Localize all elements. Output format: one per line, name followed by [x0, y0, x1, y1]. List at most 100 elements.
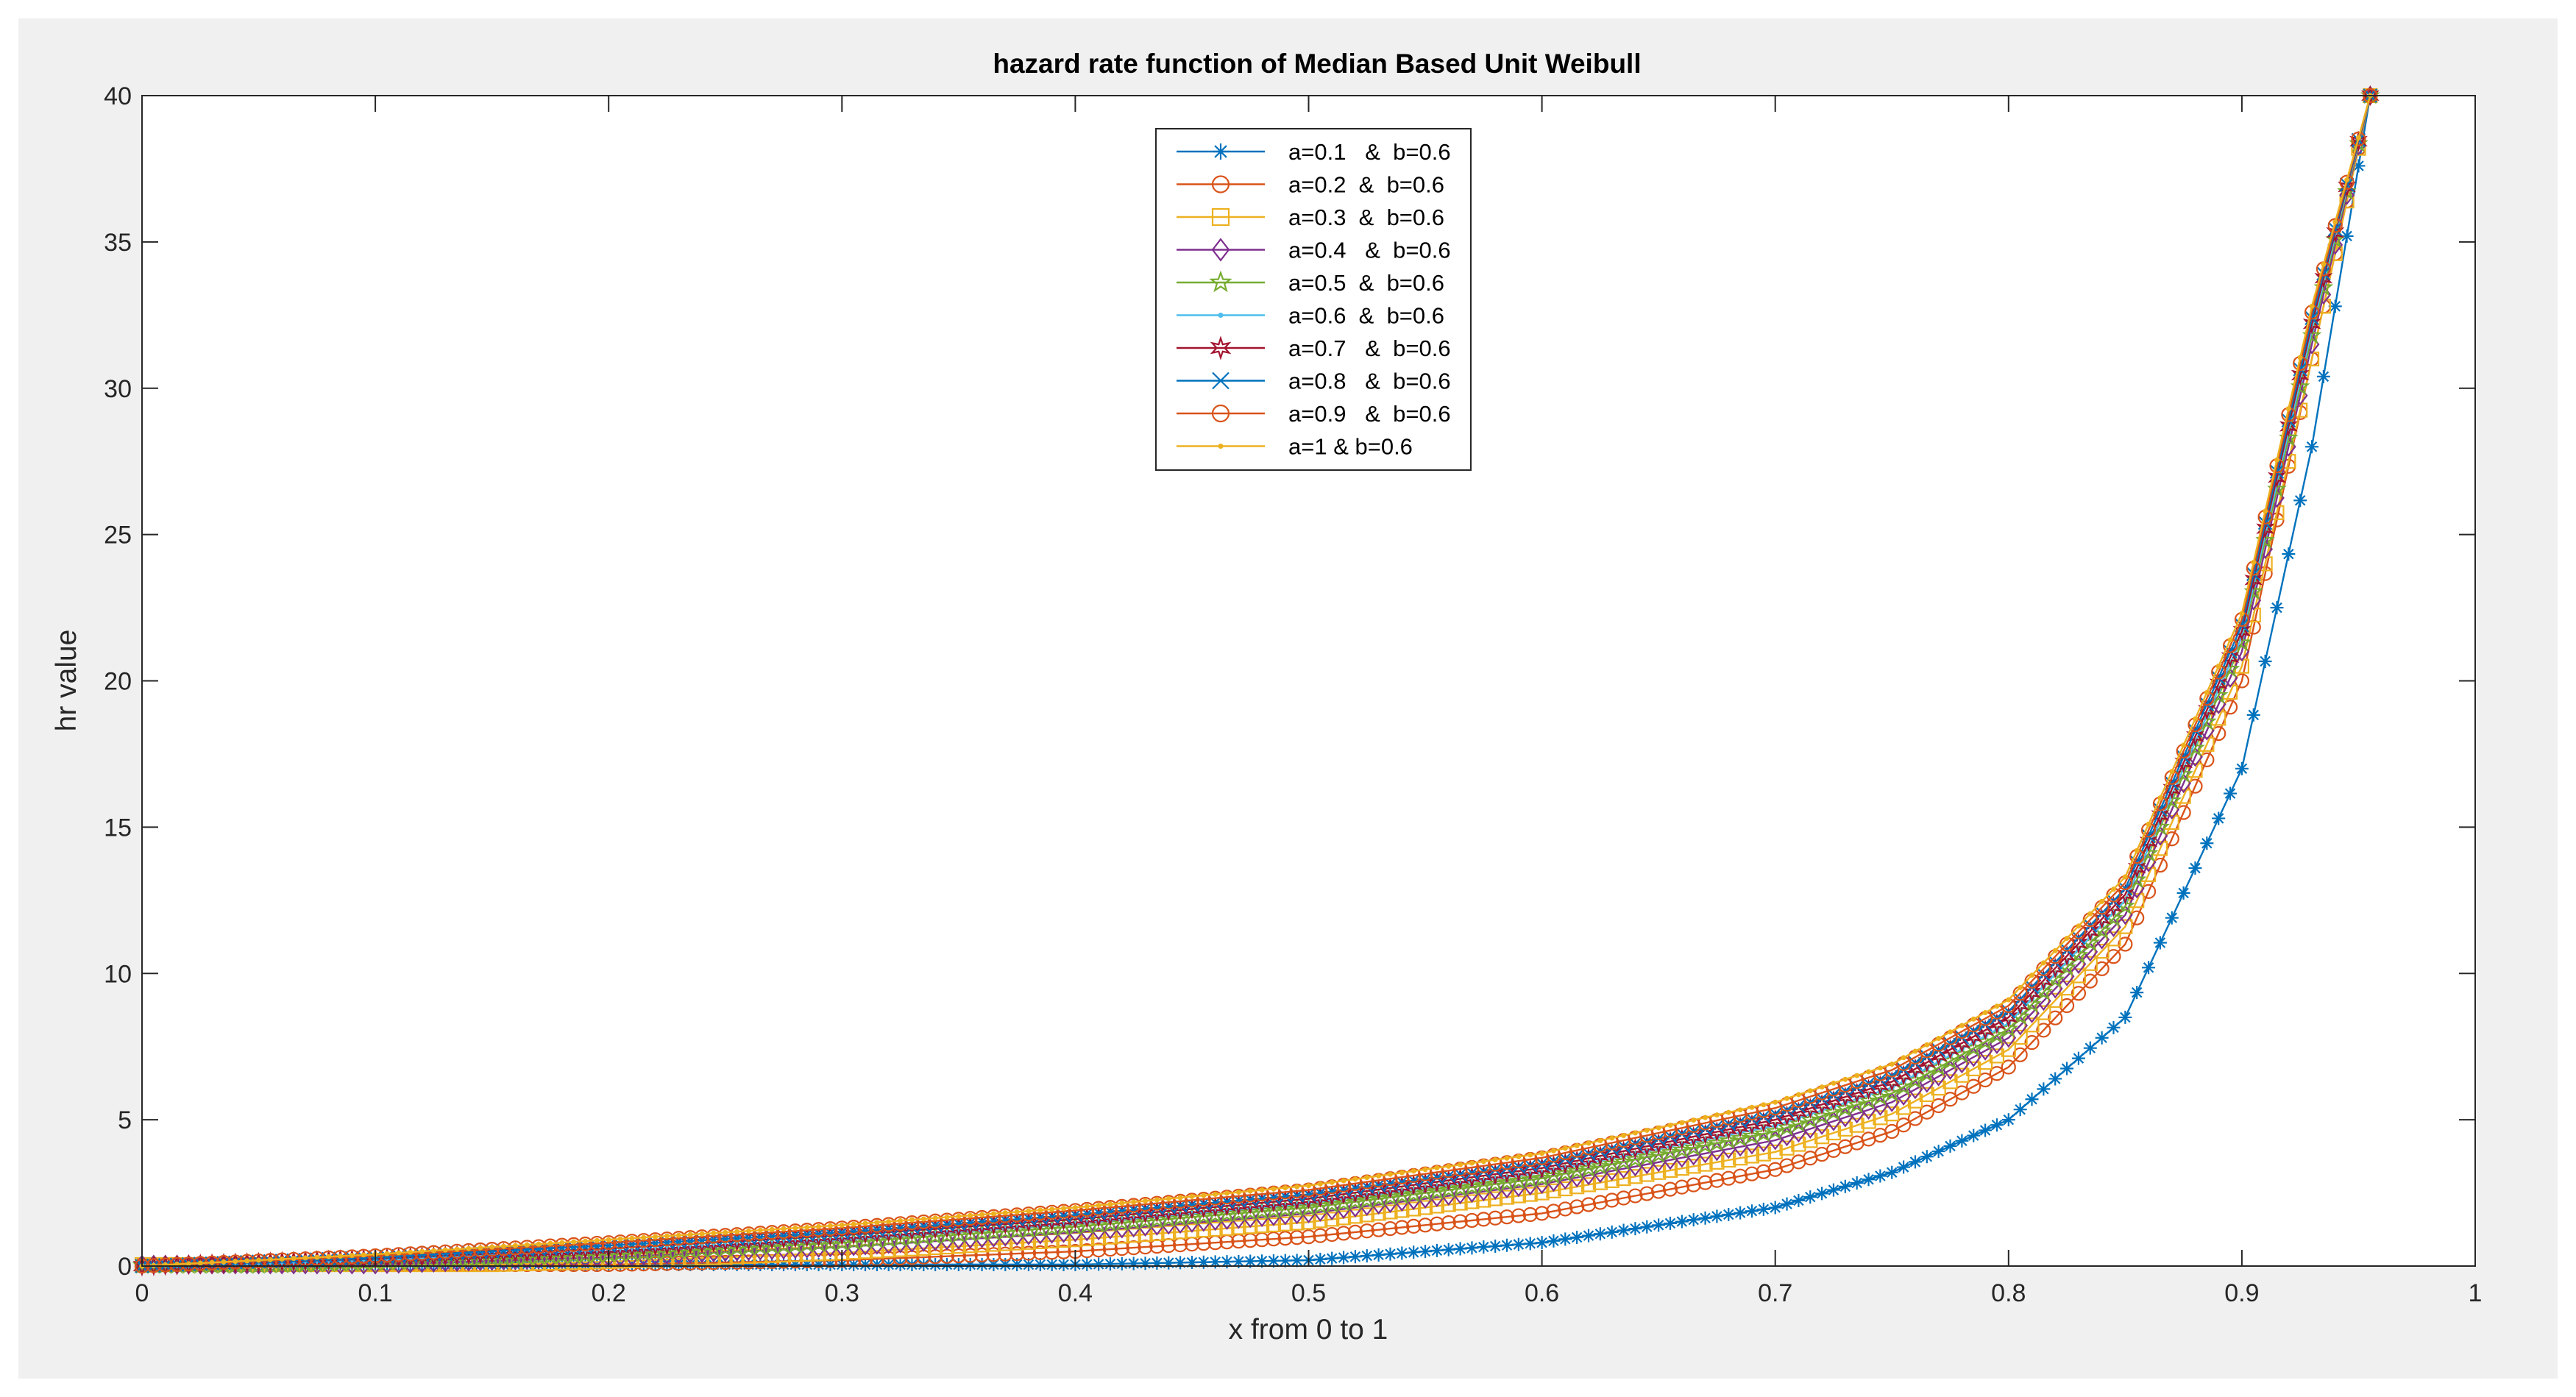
- data-point: [2040, 960, 2046, 966]
- data-point: [1792, 1193, 1806, 1207]
- data-point: [823, 1258, 837, 1272]
- data-point: [1464, 1212, 1480, 1229]
- data-point: [185, 1261, 191, 1267]
- data-point: [1002, 1210, 1008, 1216]
- data-point: [1756, 1164, 1771, 1179]
- data-point: [408, 1249, 414, 1255]
- data-point: [1697, 1156, 1713, 1172]
- data-point: [1441, 1197, 1456, 1212]
- data-point: [859, 1258, 873, 1272]
- data-point: [1656, 1125, 1661, 1131]
- data-point: [1862, 1173, 1876, 1187]
- data-point: [2157, 795, 2163, 801]
- data-point: [1114, 1241, 1129, 1256]
- data-point: [1138, 1196, 1153, 1212]
- data-point: [419, 1248, 425, 1254]
- data-point: [2165, 911, 2179, 925]
- data-point: [799, 1223, 815, 1238]
- data-point: [1347, 1209, 1363, 1224]
- data-point: [1364, 1175, 1370, 1181]
- data-point: [501, 1243, 507, 1249]
- data-point: [944, 1215, 950, 1220]
- data-point: [839, 1222, 845, 1228]
- data-point: [391, 1248, 406, 1264]
- data-point: [990, 1211, 996, 1217]
- data-point: [1881, 1083, 1902, 1102]
- data-point: [1126, 1256, 1140, 1270]
- data-point: [454, 1246, 460, 1252]
- data-point: [1243, 1219, 1258, 1234]
- data-point: [524, 1242, 530, 1248]
- data-point: [2106, 931, 2121, 947]
- data-point: [636, 1233, 651, 1248]
- data-point: [974, 1209, 990, 1226]
- data-point: [2153, 936, 2167, 950]
- data-point: [2071, 968, 2087, 984]
- data-point: [1870, 1087, 1890, 1106]
- data-point: [1243, 1187, 1258, 1203]
- data-point: [1734, 1206, 1748, 1220]
- data-point: [1360, 1249, 1374, 1263]
- data-point: [1102, 1229, 1118, 1245]
- data-point: [2274, 457, 2279, 463]
- data-point: [1636, 1147, 1657, 1166]
- legend-entry: a=0.7 & b=0.6: [1177, 335, 1451, 361]
- data-point: [2082, 973, 2098, 989]
- data-point: [2192, 716, 2198, 722]
- data-point: [1667, 1123, 1673, 1128]
- data-point: [1219, 1190, 1235, 1205]
- data-point: [1329, 1179, 1335, 1185]
- data-point: [1434, 1165, 1440, 1171]
- data-point: [1301, 1215, 1316, 1230]
- data-point: [777, 1258, 791, 1272]
- data-point: [2181, 742, 2187, 748]
- legend-label: a=0.1 & b=0.6: [1288, 139, 1451, 165]
- data-point: [1948, 1029, 1954, 1035]
- data-point: [1837, 1121, 1853, 1137]
- data-point: [1492, 1157, 1498, 1163]
- data-point: [1662, 1181, 1678, 1197]
- data-point: [974, 1247, 990, 1262]
- data-point: [1453, 1242, 1467, 1256]
- data-point: [2059, 981, 2075, 996]
- data-point: [1417, 1218, 1433, 1233]
- data-point: [730, 1258, 744, 1272]
- data-point: [1211, 175, 1230, 193]
- data-point: [1201, 1192, 1207, 1198]
- data-point: [1115, 1256, 1129, 1270]
- data-point: [1644, 1128, 1650, 1134]
- figure-window: 0 0.1 0.2 0.3 0.4 0.5 0.6 0.7 0.8 0.9 1 0 5 10 15 20 25…: [18, 18, 2558, 1379]
- data-point: [1835, 1098, 1856, 1117]
- data-point: [2200, 836, 2214, 850]
- data-point: [1072, 1204, 1078, 1210]
- data-point: [893, 1233, 908, 1254]
- data-point: [1566, 1161, 1587, 1180]
- data-point: [916, 1214, 932, 1230]
- data-point: [1592, 1175, 1608, 1190]
- data-point: [812, 1258, 826, 1272]
- data-point: [1695, 1135, 1715, 1154]
- x-tick-label: 0.4: [1058, 1279, 1093, 1307]
- data-point: [1859, 1090, 1878, 1109]
- data-point: [1348, 1250, 1362, 1264]
- data-point: [1807, 1088, 1813, 1094]
- data-point: [1580, 1197, 1597, 1212]
- data-point: [333, 1250, 348, 1265]
- data-point: [1383, 1204, 1398, 1220]
- data-point: [1057, 1258, 1071, 1272]
- data-point: [893, 1216, 908, 1231]
- data-point: [1383, 1220, 1398, 1237]
- data-point: [2001, 1113, 2015, 1127]
- data-point: [1372, 1248, 1385, 1262]
- data-point: [753, 1226, 768, 1241]
- data-point: [1282, 1185, 1288, 1191]
- data-point: [1744, 1148, 1760, 1164]
- data-point: [1791, 1137, 1806, 1152]
- legend-label: a=0.6 & b=0.6: [1288, 303, 1444, 329]
- data-point: [1847, 1094, 1867, 1114]
- data-point: [1756, 1202, 1770, 1216]
- data-point: [461, 1243, 477, 1259]
- data-point: [554, 1237, 570, 1253]
- data-point: [2321, 261, 2327, 267]
- data-point: [349, 1253, 355, 1259]
